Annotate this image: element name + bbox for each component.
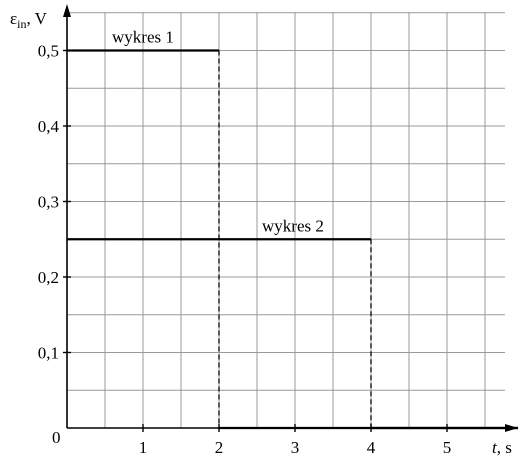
- x-axis-label-unit: , s: [497, 438, 512, 457]
- x-tick-label: 2: [215, 438, 224, 457]
- x-tick-label: 4: [367, 438, 376, 457]
- y-tick-label: 0,2: [38, 268, 59, 287]
- origin-label: 0: [52, 428, 61, 447]
- y-tick-label: 0,4: [38, 117, 60, 136]
- x-tick-label: 5: [443, 438, 452, 457]
- y-axis-label-unit: , V: [26, 9, 47, 28]
- y-tick-label: 0,1: [38, 344, 59, 363]
- y-axis-label-symbol: ε: [10, 9, 17, 28]
- series-label: wykres 2: [262, 216, 324, 235]
- y-axis-label: εin, V: [10, 9, 48, 31]
- series: [67, 49, 518, 430]
- ticks: [63, 49, 448, 432]
- grid: [67, 12, 505, 428]
- x-axis-label-symbol: t: [492, 438, 498, 457]
- y-axis-label-subscript: in: [17, 17, 26, 31]
- x-tick-label: 1: [139, 438, 148, 457]
- y-tick-label: 0,3: [38, 193, 59, 212]
- x-tick-label: 3: [291, 438, 300, 457]
- y-tick-label: 0,5: [38, 42, 59, 61]
- x-axis-label: t, s: [492, 438, 512, 457]
- labels: 1 2 3 4 5 0,1 0,2 0,3 0,4 0,5 wykres 1 wykres 2: [38, 28, 452, 458]
- series-label: wykres 1: [112, 28, 174, 47]
- y-axis-arrow: [63, 4, 71, 17]
